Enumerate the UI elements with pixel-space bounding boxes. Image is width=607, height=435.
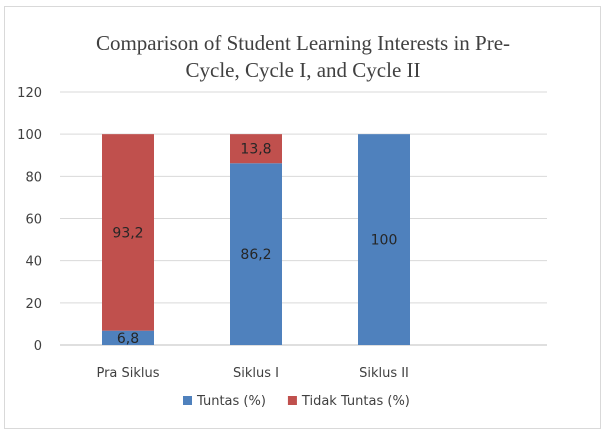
chart-title: Comparison of Student Learning Interests…	[96, 31, 510, 82]
x-tick-label: Siklus II	[359, 366, 409, 381]
chart-title-line-2: Cycle, Cycle I, and Cycle II	[186, 58, 421, 82]
y-tick-label: 60	[25, 213, 42, 228]
x-axis: Pra Siklus Siklus I Siklus II	[96, 366, 408, 381]
chart-frame: Comparison of Student Learning Interests…	[4, 6, 601, 429]
y-tick-label: 120	[17, 86, 42, 101]
data-label: 100	[371, 233, 398, 249]
y-axis: 0 20 40 60 80 100 120	[17, 86, 42, 354]
y-tick-label: 80	[25, 170, 42, 185]
bar-segment	[230, 163, 282, 345]
bar-segment	[230, 134, 282, 164]
x-tick-label: Siklus I	[233, 366, 279, 381]
legend-label: Tidak Tuntas (%)	[301, 394, 410, 409]
legend-swatch	[183, 396, 192, 405]
bar-segment	[102, 330, 154, 345]
legend: Tuntas (%) Tidak Tuntas (%)	[183, 394, 410, 409]
y-tick-label: 20	[25, 297, 42, 312]
y-tick-label: 40	[25, 255, 42, 270]
y-tick-label: 100	[17, 128, 42, 143]
y-tick-label: 0	[34, 339, 42, 354]
bar-segment	[358, 134, 410, 345]
data-label: 6,8	[117, 331, 139, 347]
legend-swatch	[287, 396, 297, 405]
data-label: 86,2	[240, 247, 271, 263]
data-label: 93,2	[112, 225, 143, 241]
legend-label: Tuntas (%)	[196, 394, 266, 409]
chart-title-line-1: Comparison of Student Learning Interests…	[96, 31, 510, 55]
bars: 6,8 93,2 86,2 13,8 100	[102, 134, 410, 347]
data-label: 13,8	[240, 142, 271, 158]
bar-segment	[102, 134, 154, 331]
chart-svg: Comparison of Student Learning Interests…	[17, 31, 547, 409]
x-tick-label: Pra Siklus	[96, 366, 159, 381]
